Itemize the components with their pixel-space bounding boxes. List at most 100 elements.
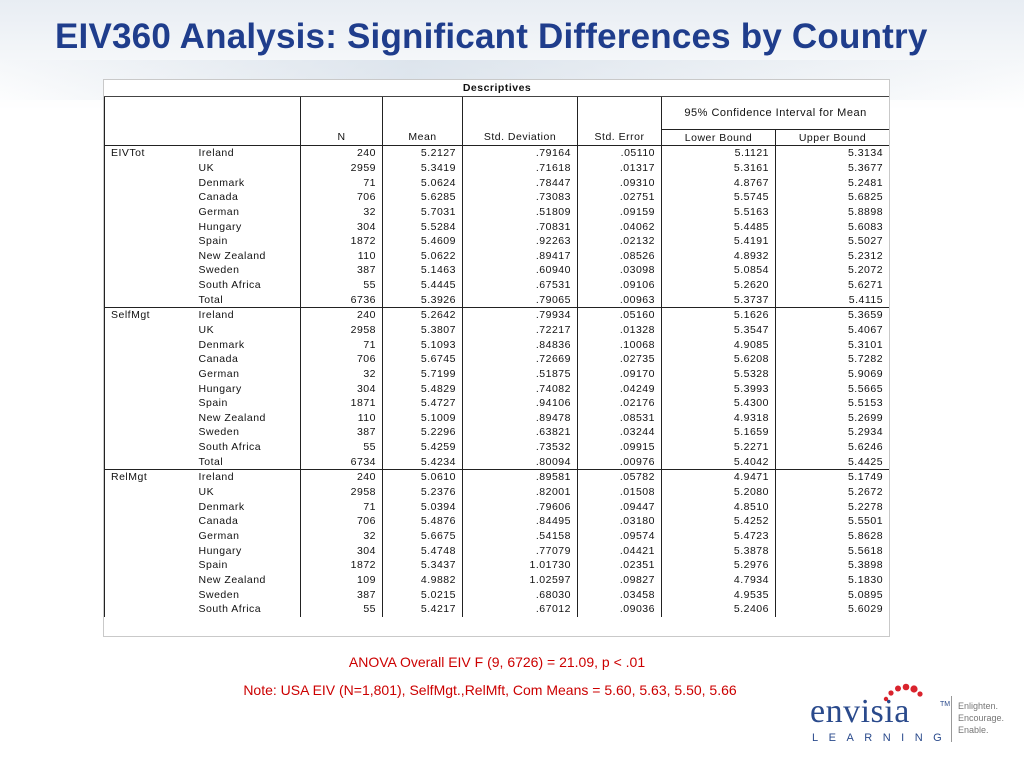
value-cell: .03098: [577, 263, 662, 278]
table-row: German 32 5.6675.54158.09574 5.4723 5.8628: [104, 528, 889, 544]
value-cell: 1872: [300, 233, 383, 249]
value-cell: 5.5153: [774, 395, 889, 411]
value-cell: 706: [300, 514, 383, 529]
value-cell: .67531: [462, 277, 578, 293]
value-cell: 5.7031: [382, 204, 463, 220]
variable-cell: [104, 160, 193, 176]
value-cell: 5.2278: [774, 499, 889, 515]
variable-cell: [104, 337, 193, 352]
value-cell: 71: [300, 175, 383, 190]
country-cell: New Zealand: [192, 248, 301, 264]
descriptives-table-panel: Descriptives N Mean Std. Deviation Std. …: [103, 79, 890, 637]
value-cell: .72217: [462, 322, 578, 338]
value-cell: .79606: [462, 499, 578, 515]
value-cell: 5.4723: [661, 528, 776, 544]
value-cell: 5.1009: [382, 410, 463, 426]
value-cell: 5.2406: [661, 601, 776, 617]
value-cell: 5.5027: [774, 233, 889, 249]
anova-result: ANOVA Overall EIV F (9, 6726) = 21.09, p…: [0, 654, 1024, 670]
variable-cell: [104, 484, 193, 500]
value-cell: 5.1626: [661, 307, 776, 323]
value-cell: 32: [300, 204, 383, 220]
value-cell: .80094: [462, 454, 578, 470]
value-cell: 5.3898: [774, 557, 889, 573]
value-cell: 5.4252: [661, 514, 776, 529]
value-cell: .08526: [577, 248, 662, 264]
value-cell: 387: [300, 425, 383, 440]
country-cell: Spain: [192, 233, 301, 249]
value-cell: 5.5501: [774, 514, 889, 529]
value-cell: 5.0610: [382, 469, 463, 485]
variable-cell: [104, 381, 193, 396]
value-cell: 32: [300, 528, 383, 544]
value-cell: .09310: [577, 175, 662, 190]
value-cell: 5.3161: [661, 160, 776, 176]
tagline-line: Enable.: [958, 725, 989, 735]
value-cell: 5.2312: [774, 248, 889, 264]
value-cell: 4.8510: [661, 499, 776, 515]
country-cell: Ireland: [192, 469, 301, 485]
country-cell: Sweden: [192, 263, 301, 278]
variable-cell: [104, 219, 193, 234]
value-cell: .05782: [577, 469, 662, 485]
value-cell: 5.4876: [382, 514, 463, 529]
value-cell: 4.7934: [661, 572, 776, 588]
country-cell: South Africa: [192, 601, 301, 617]
value-cell: .84836: [462, 337, 578, 352]
variable-cell: [104, 425, 193, 440]
value-cell: .51809: [462, 204, 578, 220]
slide-title: EIV360 Analysis: Significant Differences…: [55, 17, 928, 56]
table-row: German 32 5.7199.51875.09170 5.5328 5.9069: [104, 366, 889, 382]
tagline-line: Enlighten.: [958, 701, 999, 711]
variable-cell: [104, 263, 193, 278]
value-cell: 5.5328: [661, 366, 776, 382]
value-cell: .09827: [577, 572, 662, 588]
table-row: Hungary 304 5.4829.74082.04249 5.3993 5.5665: [104, 381, 889, 396]
table-row: SelfMgt Ireland 240 5.2642.79934.05160 5.162…: [104, 307, 889, 323]
value-cell: .71618: [462, 160, 578, 176]
value-cell: 5.2672: [774, 484, 889, 500]
country-cell: Ireland: [192, 144, 301, 161]
table-caption: Descriptives: [104, 80, 889, 97]
tagline-line: Encourage.: [958, 713, 1005, 723]
table-row: Total 6736 5.3926.79065.00963 5.3737 5.4115: [104, 292, 889, 308]
variable-cell: [104, 322, 193, 338]
value-cell: 1.02597: [462, 572, 578, 588]
value-cell: 5.4042: [661, 454, 776, 470]
value-cell: 5.3547: [661, 322, 776, 338]
logo-trademark: TM: [940, 701, 951, 708]
table-caption-row: Descriptives: [104, 80, 889, 97]
value-cell: 5.2376: [382, 484, 463, 500]
table-row: Spain 1872 5.3437 1.01730.02351 5.2976 5.3898: [104, 557, 889, 573]
value-cell: .74082: [462, 381, 578, 396]
header-corner: [104, 96, 301, 146]
value-cell: 4.9882: [382, 572, 463, 588]
value-cell: 5.0854: [661, 263, 776, 278]
value-cell: 55: [300, 601, 383, 617]
country-cell: Spain: [192, 395, 301, 411]
value-cell: 5.4259: [382, 439, 463, 455]
value-cell: .09915: [577, 439, 662, 455]
country-cell: UK: [192, 160, 301, 176]
country-cell: Hungary: [192, 219, 301, 234]
value-cell: .77079: [462, 543, 578, 558]
value-cell: .79934: [462, 307, 578, 323]
table-row: Denmark 71 5.0394.79606.09447 4.8510 5.2278: [104, 499, 889, 515]
value-cell: .73532: [462, 439, 578, 455]
country-cell: Denmark: [192, 337, 301, 352]
value-cell: 2959: [300, 160, 383, 176]
variable-cell: [104, 292, 193, 308]
descriptives-table: Descriptives N Mean Std. Deviation Std. …: [104, 80, 889, 617]
variable-cell: [104, 204, 193, 220]
value-cell: 5.2699: [774, 410, 889, 426]
value-cell: .09159: [577, 204, 662, 220]
value-cell: .03458: [577, 587, 662, 602]
value-cell: .00963: [577, 292, 662, 308]
country-cell: German: [192, 366, 301, 382]
header-mean: Mean: [382, 96, 463, 146]
value-cell: 5.4115: [774, 292, 889, 308]
value-cell: 5.5163: [661, 204, 776, 220]
variable-cell: [104, 601, 193, 617]
country-cell: New Zealand: [192, 410, 301, 426]
variable-cell: [104, 543, 193, 558]
